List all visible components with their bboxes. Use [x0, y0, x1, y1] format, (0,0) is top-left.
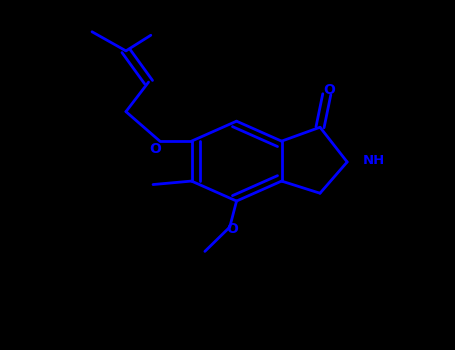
- Text: NH: NH: [363, 154, 385, 167]
- Text: O: O: [149, 142, 161, 156]
- Text: O: O: [226, 222, 238, 236]
- Text: O: O: [323, 83, 335, 97]
